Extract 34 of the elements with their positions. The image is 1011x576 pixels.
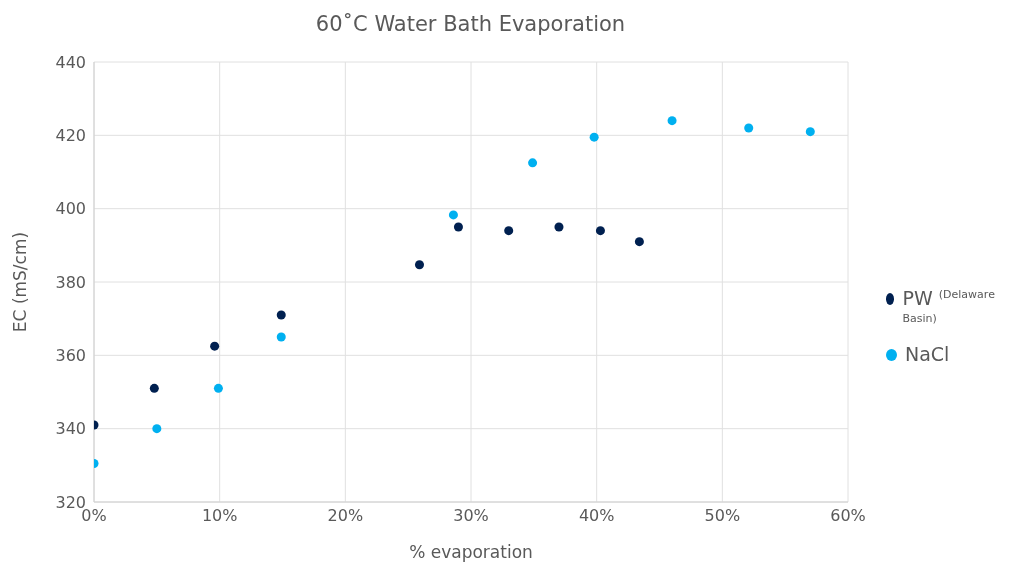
point [276,332,286,342]
x-tick-label: 40% [578,506,615,526]
x-tick-label: 20% [327,506,364,526]
legend-label: NaCl [905,342,950,366]
point [276,310,286,320]
point [448,210,458,220]
chart-title: 60˚C Water Bath Evaporation [314,12,627,36]
x-tick-label: 30% [453,506,489,526]
point [554,222,564,232]
point [744,123,754,133]
point [667,116,677,126]
point [152,424,162,434]
point [805,127,815,137]
y-axis-title: EC (mS/cm) [10,231,31,333]
point [213,383,223,393]
x-tick-label: 10% [201,506,238,526]
y-tick-label: 360 [55,346,86,366]
y-tick-label: 440 [55,52,86,72]
point [634,237,644,247]
y-tick-label: 400 [55,199,86,219]
x-axis-title: % evaporation [409,542,533,562]
point [453,222,463,232]
point [528,158,538,168]
point [210,341,220,351]
y-tick-label: 340 [55,419,86,439]
point [589,132,599,142]
x-tick-label: 50% [704,506,741,526]
x-tick-label: 60% [830,506,866,526]
point [595,226,605,236]
point [504,226,514,236]
y-tick-label: 380 [55,272,86,292]
y-tick-label: 420 [55,126,86,146]
point [149,383,159,393]
point [414,260,424,270]
